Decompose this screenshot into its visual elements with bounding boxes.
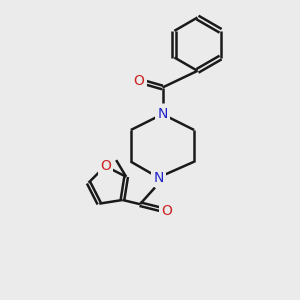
Text: O: O — [100, 159, 111, 173]
Text: O: O — [161, 204, 172, 218]
Text: N: N — [153, 170, 164, 184]
Text: O: O — [134, 74, 145, 88]
Text: N: N — [157, 107, 168, 121]
